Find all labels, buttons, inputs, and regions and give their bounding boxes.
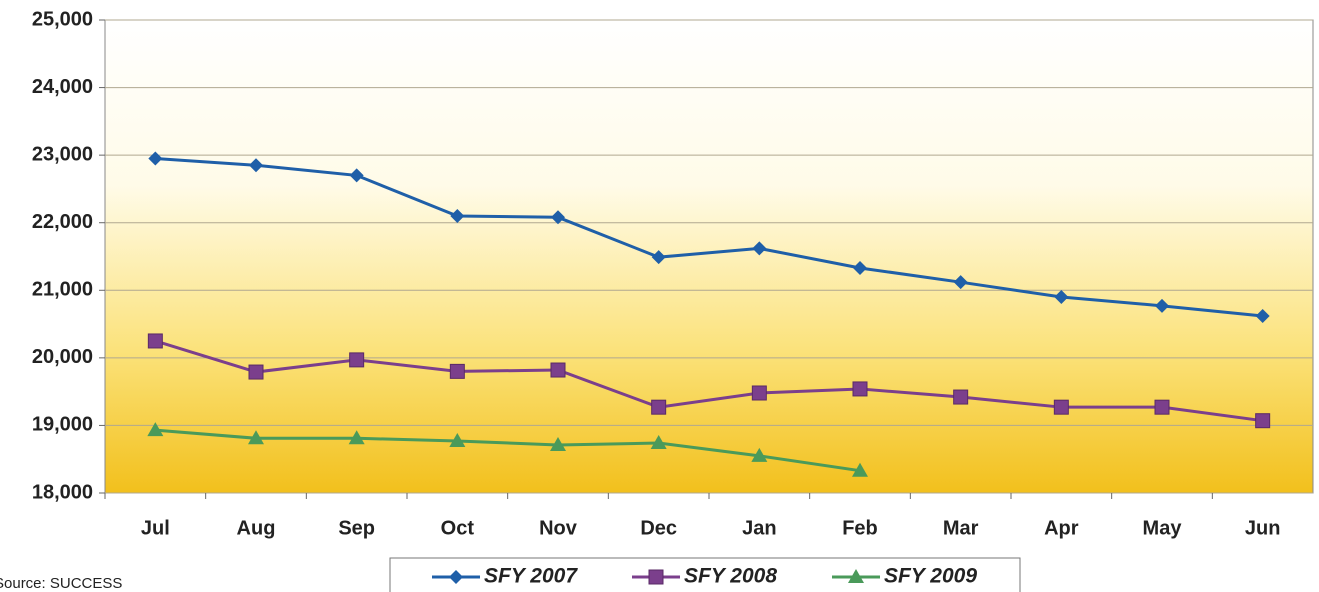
y-tick-label: 20,000: [32, 346, 93, 368]
x-tick-label: Jan: [742, 517, 776, 539]
data-point: [551, 210, 565, 225]
legend-marker: [848, 569, 864, 583]
x-tick-label: Jun: [1245, 517, 1281, 539]
y-tick-label: 24,000: [32, 76, 93, 98]
legend-label: SFY 2007: [484, 565, 578, 588]
x-tick-label: Jul: [141, 517, 170, 539]
data-point: [1054, 290, 1069, 305]
data-point: [248, 364, 264, 380]
data-point: [1155, 298, 1169, 313]
data-point: [147, 422, 164, 437]
legend-label: SFY 2009: [884, 565, 977, 588]
data-point: [1154, 399, 1170, 415]
series-line: [154, 339, 1263, 423]
data-point: [953, 389, 969, 405]
data-point: [752, 241, 767, 256]
y-tick-label: 19,000: [32, 414, 93, 436]
y-tick-label: 18,000: [32, 481, 93, 503]
series-line: [155, 157, 1263, 318]
data-point: [651, 250, 666, 265]
data-point: [852, 462, 868, 477]
data-point: [1255, 413, 1271, 429]
x-tick-label: Mar: [943, 517, 979, 539]
y-tick-label: 22,000: [32, 211, 93, 233]
series-line: [155, 428, 861, 473]
y-tick-label: 23,000: [32, 143, 93, 165]
data-point: [751, 447, 768, 462]
x-tick-label: Aug: [237, 517, 276, 539]
data-point: [651, 399, 667, 415]
legend-marker: [449, 570, 463, 584]
source-note: Source: SUCCESS: [0, 575, 122, 592]
x-tick-label: Apr: [1044, 517, 1079, 539]
data-point: [550, 362, 566, 378]
data-point: [148, 151, 163, 166]
legend-box: [389, 557, 1021, 592]
x-tick-label: Nov: [539, 517, 578, 539]
x-tick-label: Oct: [441, 517, 475, 539]
data-point: [449, 432, 466, 447]
data-point: [348, 430, 365, 445]
data-point: [147, 333, 163, 349]
plot-area: [104, 19, 1314, 494]
legend-marker: [648, 569, 664, 585]
data-point: [249, 158, 263, 173]
y-tick-label: 21,000: [32, 279, 93, 301]
x-tick-label: May: [1143, 517, 1183, 539]
data-point: [450, 208, 465, 223]
data-point: [550, 437, 566, 452]
data-point: [349, 352, 365, 368]
data-point: [852, 381, 868, 397]
data-point: [1255, 308, 1270, 323]
x-tick-label: Feb: [842, 517, 878, 539]
data-point: [349, 168, 364, 183]
data-point: [853, 260, 867, 275]
data-point: [650, 434, 667, 449]
data-point: [449, 363, 465, 379]
data-point: [751, 385, 767, 401]
x-tick-label: Sep: [338, 517, 375, 539]
data-point: [953, 275, 968, 290]
y-tick-label: 25,000: [32, 8, 93, 30]
data-point: [1053, 399, 1069, 415]
x-tick-label: Dec: [640, 517, 677, 539]
legend-label: SFY 2008: [684, 565, 777, 588]
data-point: [248, 430, 264, 445]
